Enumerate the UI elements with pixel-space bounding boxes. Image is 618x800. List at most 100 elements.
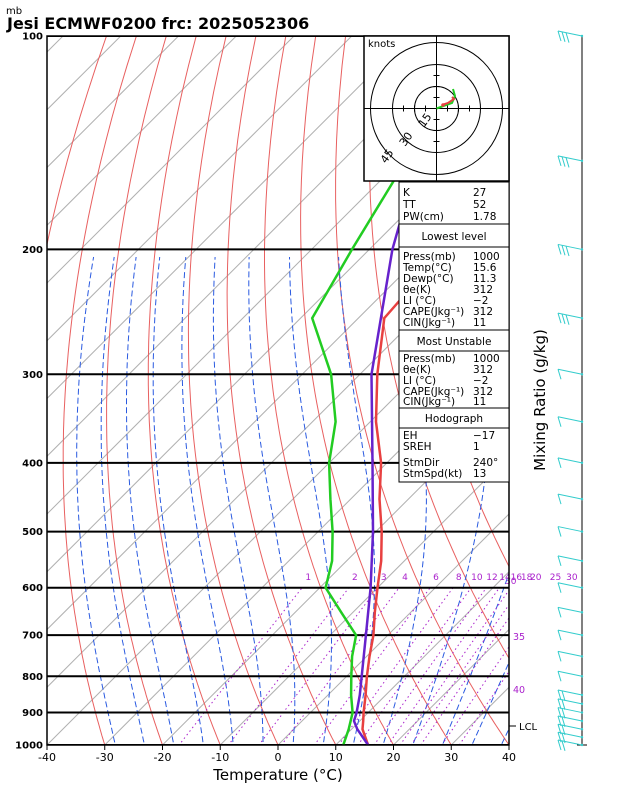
mixing-ratio-line — [338, 587, 454, 745]
dry-adiabat-line — [226, 36, 337, 745]
storm-motion-marker — [441, 103, 445, 107]
mu-label-li: LI (°C) — [403, 375, 436, 387]
mixing-ratio-label: 1 — [305, 573, 311, 583]
wind-barb — [557, 715, 584, 727]
temperature-tick-label: 20 — [387, 751, 401, 764]
wind-barb — [557, 155, 584, 168]
hodo-label-eh: EH — [403, 430, 418, 442]
most-unstable-title: Most Unstable — [417, 336, 492, 348]
mu-label-thetae: θe(K) — [403, 364, 431, 376]
moist-adiabat-line — [100, 256, 145, 745]
mixing-ratio-label: 10 — [471, 573, 483, 583]
lowest-level-title: Lowest level — [421, 231, 486, 243]
lowest-value-press: 1000 — [473, 251, 500, 263]
mixing-ratio-label: 4 — [402, 573, 408, 583]
chart-title: Jesi ECMWF0200 frc: 2025052306 — [6, 14, 309, 33]
hodo-label-sreh: SREH — [403, 441, 432, 453]
lowest-value-dewp: 11.3 — [473, 273, 496, 285]
isotherm-line — [47, 36, 180, 169]
wind-barb — [557, 30, 584, 43]
wind-barb — [557, 723, 584, 736]
theta-e-labels: 35 40 30 — [505, 577, 525, 696]
hodograph: knots 15 30 45 — [363, 35, 510, 182]
lowest-label-dewp: Dewp(°C) — [403, 273, 454, 285]
mixing-ratio-label: 16 — [511, 573, 523, 583]
lowest-label-press: Press(mb) — [403, 251, 456, 263]
mixing-ratio-label: 2 — [352, 573, 358, 583]
wind-barb — [557, 416, 584, 427]
dry-adiabat-line — [62, 36, 137, 745]
mixing-ratio-line — [373, 587, 487, 745]
profiles — [310, 36, 509, 745]
pressure-tick-label: 800 — [22, 672, 43, 683]
hodo-value-eh: −17 — [473, 430, 495, 442]
mixing-ratio-label: 18 — [521, 573, 533, 583]
temperature-profile — [361, 159, 509, 745]
wind-barb — [557, 582, 584, 593]
temperature-tick-label: -30 — [96, 751, 114, 764]
mixing-ratio-label: 6 — [433, 573, 439, 583]
temperature-tick-label: -40 — [38, 751, 56, 764]
pressure-tick-label: 1000 — [15, 741, 43, 752]
isotherm-line — [161, 397, 509, 745]
lowest-label-li: LI (°C) — [403, 295, 436, 307]
mixing-ratio-axis-label: Mixing Ratio (g/kg) — [531, 329, 549, 471]
dry-adiabat-line — [264, 36, 395, 745]
wind-barb — [557, 650, 584, 662]
wind-barb — [557, 629, 584, 641]
moist-adiabat-line — [248, 256, 296, 745]
wind-barb — [557, 312, 584, 325]
moist-adiabat-line — [181, 256, 234, 745]
isotherm-line — [219, 455, 509, 745]
indices-box-unstable — [398, 329, 510, 409]
moist-adiabat-line — [289, 256, 332, 745]
temperature-axis: -40 -30 -20 -10 0 10 20 30 40 — [38, 745, 516, 764]
hodo-value-stmdir: 240° — [473, 457, 498, 469]
temperature-tick-label: -20 — [154, 751, 172, 764]
isotherm-line — [392, 628, 509, 745]
lowest-value-li: −2 — [473, 295, 488, 307]
index-label-pw: PW(cm) — [403, 211, 444, 223]
isotherm-line — [47, 36, 237, 226]
mixing-ratio-line — [227, 587, 350, 745]
isotherm-line — [47, 36, 411, 400]
moist-adiabat-line — [441, 571, 509, 745]
index-label-tt: TT — [402, 199, 416, 211]
index-label-k: K — [403, 187, 411, 199]
wind-barb — [557, 368, 584, 380]
hodo-label-stmdir: StmDir — [403, 457, 440, 469]
hodograph-unit-label: knots — [368, 39, 395, 50]
wind-barb — [557, 739, 584, 751]
mixing-ratio-line — [420, 617, 509, 745]
pressure-tick-label: 500 — [22, 527, 43, 538]
mixing-ratio-label: 30 — [566, 573, 578, 583]
pressure-unit-label: mb — [6, 6, 22, 17]
mixing-ratio-line — [313, 587, 431, 745]
temperature-tick-label: 30 — [444, 751, 458, 764]
mixing-ratio-label: 20 — [530, 573, 542, 583]
mu-value-li: −2 — [473, 375, 488, 387]
wind-barb-column — [557, 30, 587, 751]
lowest-value-cape: 312 — [473, 306, 493, 318]
lowest-value-thetae: 312 — [473, 284, 493, 296]
isotherm-line — [47, 36, 468, 457]
lowest-label-thetae: θe(K) — [403, 284, 431, 296]
isotherm-line — [47, 224, 509, 688]
mixing-ratio-label: 12 — [486, 573, 497, 583]
lowest-value-temp: 15.6 — [473, 262, 497, 274]
isotherm-line — [277, 513, 509, 745]
isotherm-line — [47, 166, 509, 631]
mixing-ratio-line — [441, 645, 509, 745]
mu-label-cin: CIN(Jkg⁻¹) — [403, 396, 455, 408]
pressure-tick-label: 200 — [22, 245, 43, 256]
hodograph-params-title: Hodograph — [425, 413, 483, 425]
dry-adiabat-line — [106, 36, 167, 745]
wind-barb — [557, 526, 584, 537]
moist-adiabat-line — [471, 661, 509, 745]
x-axis-label: Temperature (°C) — [212, 766, 342, 784]
wind-barb — [557, 670, 584, 682]
dry-adiabat-line — [335, 36, 509, 745]
hodograph-trace-upper — [441, 96, 456, 106]
